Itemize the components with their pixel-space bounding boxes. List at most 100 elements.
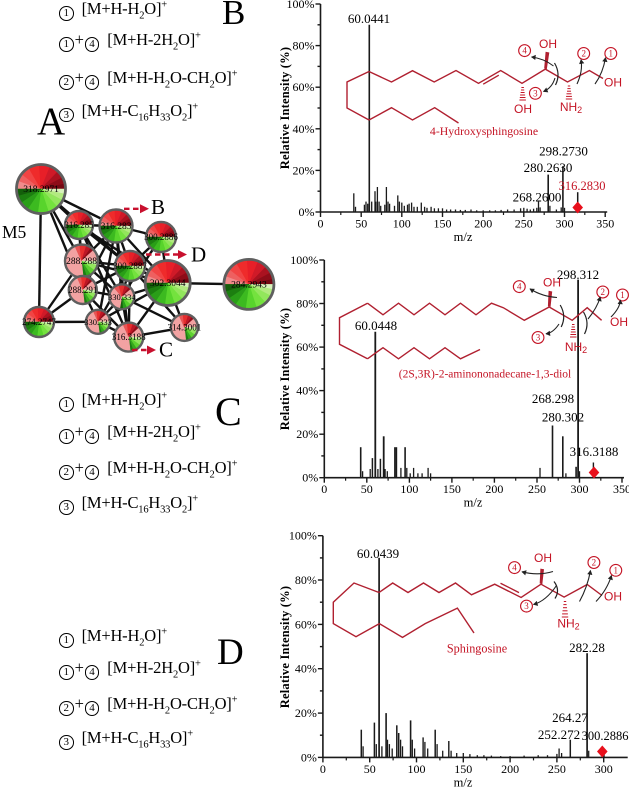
svg-text:268.2600: 268.2600 — [513, 190, 562, 205]
svg-text:NH2: NH2 — [560, 100, 582, 115]
svg-text:50: 50 — [364, 762, 376, 776]
svg-text:300: 300 — [595, 762, 613, 776]
svg-text:m/z: m/z — [454, 775, 473, 789]
svg-text:Relative Intensity (%): Relative Intensity (%) — [278, 308, 292, 430]
svg-text:300.2886: 300.2886 — [582, 729, 629, 743]
svg-text:1: 1 — [609, 49, 614, 59]
svg-text:100%: 100% — [287, 0, 315, 11]
svg-text:100: 100 — [393, 217, 411, 231]
svg-text:3: 3 — [533, 88, 538, 98]
svg-text:0: 0 — [318, 217, 324, 231]
svg-text:150: 150 — [454, 762, 472, 776]
svg-text:C: C — [159, 338, 173, 362]
svg-text:288.288: 288.288 — [66, 257, 97, 267]
svg-text:40%: 40% — [295, 662, 317, 676]
svg-text:302.3044: 302.3044 — [150, 279, 186, 289]
svg-text:60.0441: 60.0441 — [348, 11, 390, 26]
svg-text:60%: 60% — [295, 617, 317, 631]
svg-text:40%: 40% — [296, 384, 318, 398]
svg-text:200: 200 — [501, 762, 519, 776]
svg-text:(2S,3R)-2-aminononadecane-1,3-: (2S,3R)-2-aminononadecane-1,3-diol — [399, 369, 571, 381]
svg-text:150: 150 — [443, 482, 461, 496]
svg-text:4: 4 — [522, 46, 527, 56]
svg-text:0: 0 — [320, 762, 326, 776]
svg-text:4: 4 — [517, 282, 522, 292]
svg-text:2: 2 — [581, 49, 586, 59]
svg-text:OH: OH — [539, 37, 557, 51]
svg-text:20%: 20% — [293, 163, 315, 177]
svg-text:4-Hydroxysphingosine: 4-Hydroxysphingosine — [430, 124, 538, 138]
svg-text:NH2: NH2 — [565, 340, 587, 355]
svg-text:0: 0 — [321, 482, 327, 496]
svg-text:300: 300 — [571, 482, 589, 496]
svg-text:m/z: m/z — [464, 496, 483, 510]
svg-text:0%: 0% — [299, 205, 315, 219]
svg-text:3: 3 — [524, 601, 529, 611]
svg-text:1: 1 — [620, 290, 625, 300]
svg-text:80%: 80% — [295, 573, 317, 587]
svg-text:0%: 0% — [302, 471, 318, 485]
svg-text:Sphingosine: Sphingosine — [447, 642, 507, 656]
svg-text:300.2886: 300.2886 — [144, 232, 178, 242]
svg-text:300: 300 — [556, 217, 574, 231]
svg-text:B: B — [151, 195, 165, 219]
svg-text:20%: 20% — [295, 706, 317, 720]
svg-text:350: 350 — [596, 217, 614, 231]
svg-text:288.291: 288.291 — [68, 285, 97, 295]
svg-text:314.3001: 314.3001 — [168, 322, 202, 332]
svg-text:2: 2 — [592, 558, 597, 568]
svg-text:80%: 80% — [296, 297, 318, 311]
svg-text:100: 100 — [400, 482, 418, 496]
svg-text:316.2830: 316.2830 — [559, 179, 606, 193]
svg-text:m/z: m/z — [454, 230, 473, 244]
svg-text:60.0448: 60.0448 — [355, 318, 397, 333]
svg-text:318.2971: 318.2971 — [23, 185, 59, 195]
svg-text:200: 200 — [485, 482, 503, 496]
svg-text:OH: OH — [604, 76, 622, 90]
svg-text:20%: 20% — [296, 427, 318, 441]
svg-text:OH: OH — [604, 590, 622, 604]
svg-text:40%: 40% — [293, 122, 315, 136]
svg-text:316.285: 316.285 — [64, 220, 94, 230]
svg-text:282.28: 282.28 — [569, 640, 605, 655]
svg-text:316.3188: 316.3188 — [570, 444, 619, 459]
svg-text:316.283: 316.283 — [101, 222, 132, 232]
svg-text:298.312: 298.312 — [557, 267, 599, 282]
svg-text:OH: OH — [534, 551, 552, 565]
svg-text:OH: OH — [610, 315, 628, 329]
svg-text:50: 50 — [361, 482, 373, 496]
svg-text:284.2943: 284.2943 — [231, 280, 267, 290]
svg-text:100%: 100% — [289, 529, 317, 543]
svg-text:60.0439: 60.0439 — [357, 546, 399, 561]
svg-text:50: 50 — [355, 217, 367, 231]
svg-text:Relative Intensity (%): Relative Intensity (%) — [278, 47, 292, 169]
svg-text:330.334: 330.334 — [108, 292, 136, 302]
svg-text:274.2747: 274.2747 — [22, 317, 56, 327]
svg-text:NH2: NH2 — [557, 617, 579, 632]
svg-text:250: 250 — [548, 762, 566, 776]
svg-text:60%: 60% — [293, 80, 315, 94]
svg-text:280.2630: 280.2630 — [524, 160, 573, 175]
svg-text:60%: 60% — [296, 340, 318, 354]
svg-text:80%: 80% — [293, 39, 315, 53]
svg-text:D: D — [191, 243, 206, 267]
svg-text:250: 250 — [528, 482, 546, 496]
svg-text:250: 250 — [515, 217, 533, 231]
svg-text:200: 200 — [474, 217, 492, 231]
svg-text:264.27: 264.27 — [552, 710, 588, 725]
svg-text:350: 350 — [613, 482, 629, 496]
svg-text:2: 2 — [601, 287, 606, 297]
svg-text:Relative Intensity (%): Relative Intensity (%) — [278, 586, 292, 708]
svg-text:316.3188: 316.3188 — [112, 332, 146, 342]
svg-text:0%: 0% — [301, 750, 317, 764]
svg-text:OH: OH — [514, 102, 532, 116]
svg-text:100: 100 — [408, 762, 426, 776]
svg-text:100%: 100% — [290, 253, 318, 267]
svg-text:OH: OH — [543, 276, 561, 290]
svg-text:252.272: 252.272 — [538, 727, 580, 742]
svg-text:300.2887: 300.2887 — [113, 261, 147, 271]
svg-text:1: 1 — [614, 565, 619, 575]
svg-text:330.333: 330.333 — [84, 317, 112, 327]
svg-text:298.2730: 298.2730 — [539, 144, 588, 159]
svg-text:268.298: 268.298 — [532, 391, 574, 406]
